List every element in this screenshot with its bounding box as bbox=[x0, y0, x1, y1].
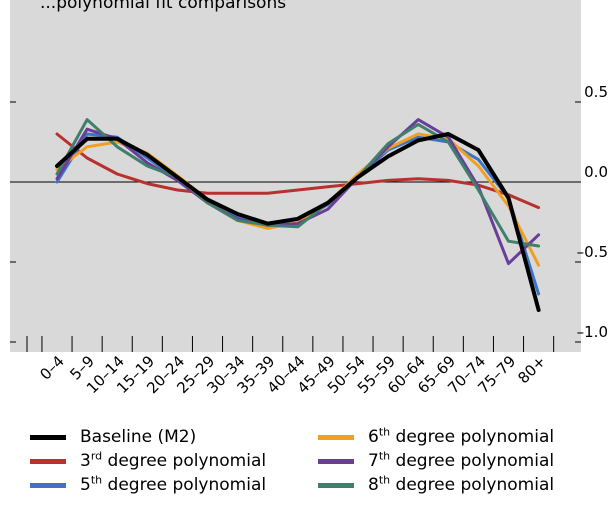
legend-swatch bbox=[318, 434, 354, 440]
legend-swatch bbox=[30, 434, 66, 440]
legend-label-tail: degree polynomial bbox=[390, 475, 555, 495]
y-tick-label: 0.5 bbox=[584, 83, 608, 101]
legend-label-base: 5 bbox=[80, 475, 91, 495]
legend-label-superscript: th bbox=[378, 449, 391, 463]
legend-label-base: Baseline (M2) bbox=[80, 427, 197, 447]
legend-label: Baseline (M2) bbox=[80, 427, 196, 447]
legend-swatch bbox=[318, 482, 354, 488]
legend-swatch bbox=[30, 458, 66, 464]
legend-label-tail: degree polynomial bbox=[390, 451, 555, 471]
chart-header-text: ...polynomial fit comparisons bbox=[40, 0, 287, 13]
legend-label-base: 8 bbox=[368, 475, 379, 495]
legend-swatch bbox=[30, 482, 66, 488]
legend-label: 3rd degree polynomial bbox=[80, 449, 267, 471]
series-line bbox=[55, 118, 541, 248]
y-tick-label: –0.5 bbox=[577, 243, 608, 261]
legend-label-base: 7 bbox=[368, 451, 379, 471]
legend-item: 3rd degree polynomial bbox=[30, 448, 266, 474]
legend-label-superscript: rd bbox=[90, 449, 103, 463]
legend-label: 7th degree polynomial bbox=[368, 449, 555, 471]
legend-item: 7th degree polynomial bbox=[318, 448, 554, 474]
y-tick-label: 0.0 bbox=[584, 163, 608, 181]
legend-item: 5th degree polynomial bbox=[30, 472, 266, 498]
legend-label: 6th degree polynomial bbox=[368, 425, 555, 447]
legend-label-base: 6 bbox=[368, 427, 379, 447]
series-line bbox=[55, 132, 541, 210]
legend-label-base: 3 bbox=[80, 451, 91, 471]
series-line bbox=[55, 118, 541, 266]
legend-label-tail: degree polynomial bbox=[390, 427, 555, 447]
legend-label-superscript: th bbox=[378, 425, 391, 439]
legend-label-tail: degree polynomial bbox=[102, 451, 267, 471]
legend-label-superscript: th bbox=[90, 473, 103, 487]
legend-item: 6th degree polynomial bbox=[318, 424, 554, 450]
legend-item: 8th degree polynomial bbox=[318, 472, 554, 498]
legend-label-tail: degree polynomial bbox=[102, 475, 267, 495]
x-tick-label: 80+ bbox=[514, 352, 549, 387]
legend-label: 8th degree polynomial bbox=[368, 473, 555, 495]
series-line bbox=[55, 132, 541, 312]
y-tick-label: –1.0 bbox=[577, 323, 608, 341]
legend: Baseline (M2) 6th degree polynomial 3rd de… bbox=[30, 426, 610, 508]
legend-swatch bbox=[318, 458, 354, 464]
legend-label-superscript: th bbox=[378, 473, 391, 487]
legend-label: 5th degree polynomial bbox=[80, 473, 267, 495]
legend-item: Baseline (M2) bbox=[30, 424, 196, 450]
x-tick-label: 0–4 bbox=[36, 352, 68, 384]
